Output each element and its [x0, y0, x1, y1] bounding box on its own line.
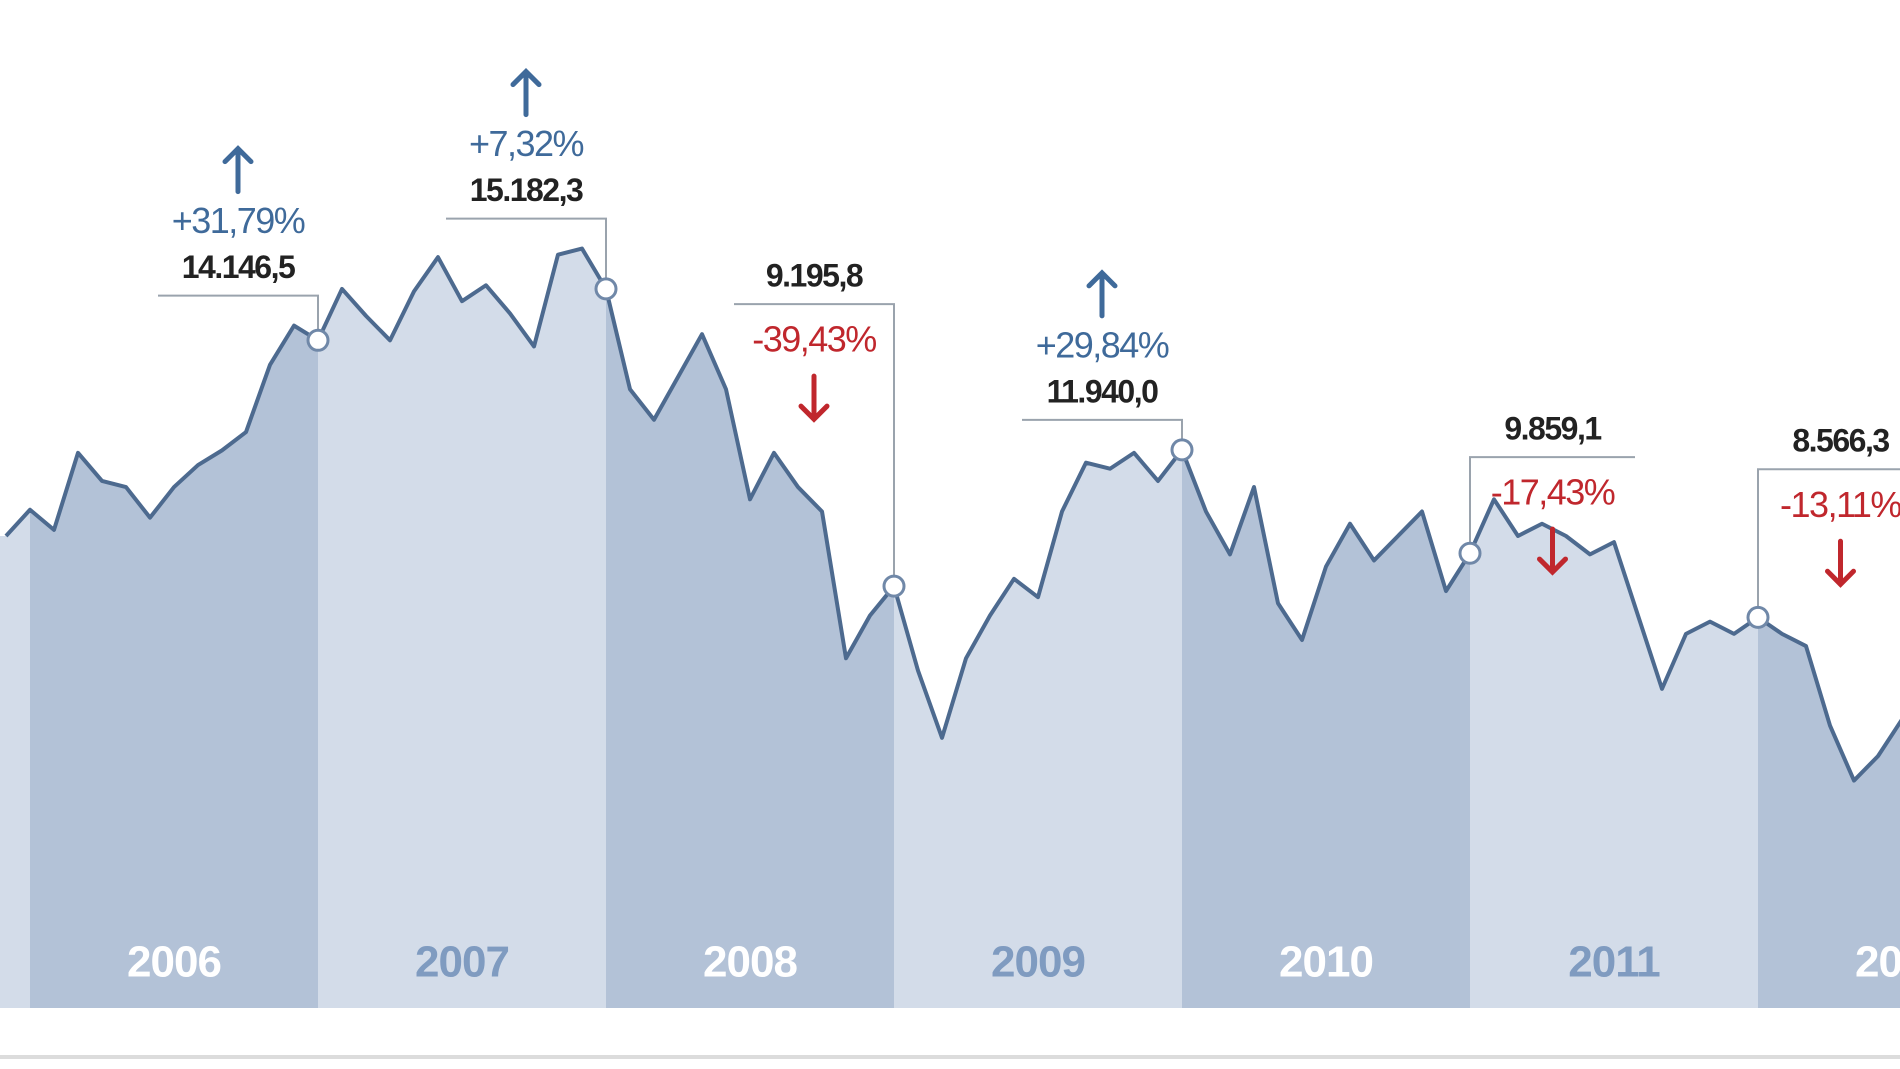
year-label: 2006 [127, 938, 221, 987]
year-label: 2012 [1855, 938, 1900, 987]
close-value: 8.566,3 [1792, 423, 1889, 459]
callout-line [1469, 456, 1635, 544]
year-end-marker [882, 574, 906, 598]
change-arrow [1086, 269, 1118, 319]
period-area [318, 248, 606, 1008]
callout-line [734, 303, 895, 577]
year-label: 2010 [1279, 938, 1373, 987]
year-end-marker [594, 277, 618, 301]
period-area [894, 449, 1182, 1008]
period-area [0, 509, 30, 1008]
callout-line [158, 294, 319, 331]
close-value: 11.940,0 [1047, 373, 1159, 409]
change-pct: +31,79% [172, 200, 305, 241]
close-value: 9.195,8 [766, 258, 863, 294]
close-value: 14.146,5 [182, 249, 295, 285]
year-end-marker [306, 328, 330, 352]
year-end-marker [1746, 605, 1770, 629]
change-arrow [1537, 526, 1568, 576]
year-label: 2007 [415, 938, 509, 987]
year-label: 2009 [991, 938, 1085, 987]
year-end-marker [1458, 541, 1482, 565]
change-arrow [1825, 538, 1856, 588]
callout-line [446, 217, 607, 279]
change-arrow [222, 145, 254, 195]
close-value: 15.182,3 [470, 172, 583, 208]
period-area [1182, 449, 1470, 1008]
callout-line [1757, 468, 1900, 608]
period-area [1470, 499, 1758, 1008]
change-arrow [798, 373, 830, 423]
change-pct: -17,43% [1491, 472, 1615, 513]
callout-line [1022, 418, 1183, 440]
period-area [30, 325, 318, 1008]
year-end-marker [1170, 438, 1194, 462]
year-label: 2008 [703, 938, 797, 987]
change-pct: +29,84% [1036, 324, 1169, 365]
year-label: 2011 [1568, 938, 1660, 987]
change-arrow [510, 68, 542, 118]
change-pct: -13,11% [1780, 484, 1900, 525]
period-area [606, 288, 894, 1008]
close-value: 9.859,1 [1504, 411, 1601, 447]
change-pct: +7,32% [469, 123, 584, 164]
change-pct: -39,43% [752, 319, 876, 360]
period-area [1758, 617, 1900, 1008]
